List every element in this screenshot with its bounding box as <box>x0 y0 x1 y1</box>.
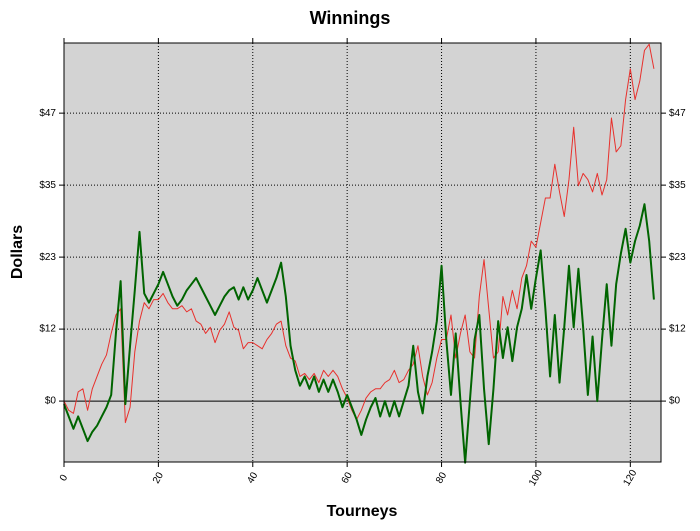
x-axis-title: Tourneys <box>327 503 398 520</box>
x-tick-label: 80 <box>434 470 449 486</box>
x-tick-label: 40 <box>245 470 260 486</box>
y-tick-label: $47 <box>39 108 56 119</box>
x-tick-label: 120 <box>622 468 640 488</box>
y-tick-label: $0 <box>45 396 57 407</box>
y-tick-label: $12 <box>39 324 56 335</box>
chart-title: Winnings <box>310 8 391 28</box>
x-tick-label: 0 <box>58 473 71 484</box>
plot-area <box>64 43 661 462</box>
y2-tick-label: $47 <box>669 108 686 119</box>
y2-tick-label: $0 <box>669 396 681 407</box>
y-tick-label: $35 <box>39 180 56 191</box>
x-tick-label: 100 <box>527 468 545 488</box>
x-tick-label: 20 <box>151 470 166 486</box>
x-tick-label: 60 <box>340 470 355 486</box>
series-line <box>63 43 655 424</box>
plot-border <box>63 42 662 463</box>
y2-tick-label: $35 <box>669 180 686 191</box>
lines <box>63 43 655 464</box>
y-axis-title: Dollars <box>9 225 26 279</box>
y-tick-label: $23 <box>39 252 56 263</box>
y2-tick-label: $12 <box>669 324 686 335</box>
series-line <box>63 203 655 464</box>
y2-tick-label: $23 <box>669 252 686 263</box>
